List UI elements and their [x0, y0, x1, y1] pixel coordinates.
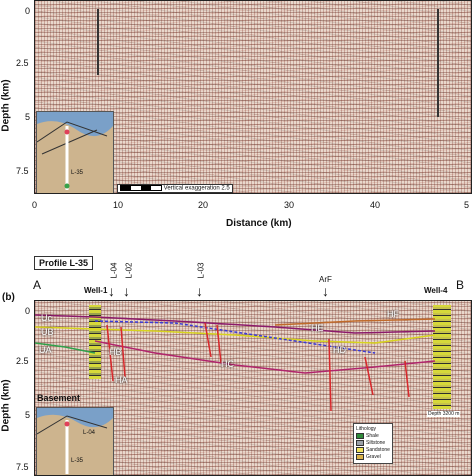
- horizon-uc: [35, 314, 436, 334]
- bottom-y-axis-title: Depth (km): [0, 379, 12, 432]
- lithology-legend: Lithology Shale Siltstone Sandstone Grav…: [353, 423, 393, 464]
- bottom-y-tick-2: 5: [25, 410, 31, 420]
- fault-3: [204, 322, 212, 358]
- seq-label-hf: HF: [387, 309, 399, 319]
- vertical-exaggeration-note: Vertical exaggeration 2.5: [117, 184, 233, 193]
- marker-l02-arrow: ↓: [123, 283, 130, 299]
- legend-swatch: [356, 447, 364, 453]
- top-y-axis-title: Depth (km): [0, 79, 12, 132]
- marker-arf: ArF: [319, 275, 332, 284]
- location-inset-map: L-35: [36, 111, 114, 193]
- well-4-label: Well-4: [424, 286, 448, 295]
- fault-4: [216, 324, 222, 364]
- top-x-tick-1: 10: [113, 200, 124, 210]
- top-y-tick-3: 7.5: [16, 166, 29, 176]
- horizon-ua: [35, 342, 96, 354]
- endpoint-a: A: [33, 278, 42, 292]
- basement-label: Basement: [37, 393, 81, 403]
- top-y-tick-0: 0: [25, 6, 31, 16]
- bottom-y-tick-1: 2.5: [16, 356, 29, 366]
- marker-l03-arrow: ↓: [196, 283, 203, 299]
- bottom-inset-map-graphic: [37, 408, 113, 475]
- top-x-tick-3: 30: [284, 200, 295, 210]
- well-trace-left: [97, 9, 99, 75]
- horizon-he: [274, 318, 436, 326]
- fault-1: [106, 324, 114, 382]
- inset-map-graphic: [37, 112, 113, 193]
- legend-swatch: [356, 433, 364, 439]
- seq-label-hd: HD: [333, 345, 346, 355]
- well-trace-right: [437, 9, 439, 117]
- seq-label-ha: HA: [115, 375, 128, 385]
- top-y-tick-1: 2.5: [16, 58, 29, 68]
- legend-item-siltstone: Siltstone: [356, 440, 390, 446]
- well-4-column: [433, 305, 451, 409]
- seq-label-he: HE: [311, 323, 324, 333]
- endpoint-b: B: [456, 278, 465, 292]
- seq-label-hc: HC: [221, 359, 234, 369]
- fault-2: [120, 326, 126, 378]
- fault-7: [404, 360, 410, 398]
- bottom-inset-map-label-2: L-04: [83, 430, 96, 436]
- profile-title: Profile L-35: [34, 256, 94, 270]
- well-1-label: Well-1: [84, 286, 108, 295]
- bottom-inset-map-label: L-35: [71, 458, 84, 464]
- legend-swatch: [356, 454, 364, 460]
- top-x-axis-title: Distance (km): [226, 218, 292, 229]
- inset-map-label: L-35: [71, 170, 84, 176]
- marker-l04: L-04: [109, 262, 119, 279]
- horizon-ub: [35, 326, 436, 344]
- top-x-tick-5: 5: [464, 200, 470, 210]
- panel-letter: (b): [2, 292, 15, 303]
- fault-6: [364, 356, 374, 396]
- bottom-y-tick-3: 7.5: [16, 462, 29, 472]
- marker-l04-arrow: ↓: [108, 283, 115, 299]
- top-x-tick-4: 40: [370, 200, 381, 210]
- marker-l03: L-03: [196, 262, 206, 279]
- legend-item-sandstone: Sandstone: [356, 447, 390, 453]
- seq-label-ub: UB: [41, 327, 54, 337]
- legend-item-gravel: Gravel: [356, 454, 390, 460]
- top-seismic-section: L-35 Vertical exaggeration 2.5: [34, 0, 472, 194]
- marker-arf-arrow: ↓: [322, 283, 329, 299]
- seq-label-uc: Uc: [41, 313, 52, 323]
- top-y-tick-2: 5: [25, 112, 31, 122]
- well-4-depth-note: Depth 3200 m: [427, 411, 461, 417]
- well-1-column: [89, 305, 101, 379]
- horizon-hc: [94, 320, 376, 354]
- legend-item-shale: Shale: [356, 433, 390, 439]
- seq-label-ua: UA: [39, 345, 52, 355]
- horizon-overlay: [35, 314, 436, 412]
- top-x-tick-0: 0: [32, 200, 38, 210]
- marker-l02: L-02: [124, 262, 134, 279]
- bottom-location-inset-map: L-04 L-35: [36, 407, 114, 475]
- seq-label-hb: HB: [109, 347, 122, 357]
- fault-5: [328, 338, 332, 412]
- horizon-hd: [94, 340, 436, 374]
- bottom-y-tick-0: 0: [25, 306, 31, 316]
- top-x-tick-2: 20: [198, 200, 209, 210]
- legend-swatch: [356, 440, 364, 446]
- bottom-seismic-section: Depth 3200 m Uc UB UA HB HA HC HD HE HF …: [34, 300, 472, 476]
- legend-title: Lithology: [356, 426, 377, 432]
